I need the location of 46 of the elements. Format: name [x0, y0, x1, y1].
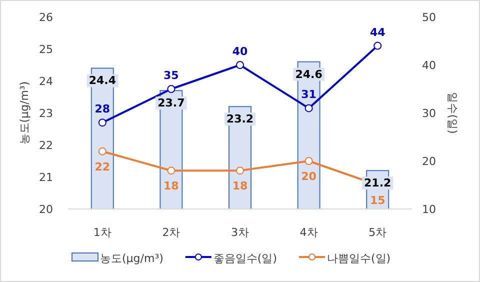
y-tick-label: 22 [39, 139, 53, 152]
point [167, 166, 176, 175]
x-tick-label: 5차 [368, 226, 387, 239]
y2-axis-title: 일수(일) [446, 92, 459, 134]
data-label: 20 [301, 170, 317, 183]
point [304, 157, 313, 165]
y2-tick-label: 40 [422, 59, 436, 72]
legend-label: 좋음일수(일) [213, 252, 277, 265]
y-tick-label: 26 [39, 11, 53, 24]
data-label: 23.7 [158, 96, 185, 110]
x-tick-label: 2차 [162, 226, 180, 239]
y-axis-title: 농도(μg/m³) [18, 81, 31, 145]
x-tick-label: 4차 [300, 226, 318, 239]
x-tick-label: 1차 [93, 226, 112, 239]
data-label: 22 [94, 160, 110, 174]
data-label: 35 [164, 69, 179, 82]
data-label: 28 [94, 102, 110, 116]
y2-tick-label: 50 [422, 11, 436, 24]
data-label: 31 [301, 88, 316, 102]
point [98, 147, 106, 156]
x-tick-label: 3차 [231, 226, 249, 239]
point [374, 42, 382, 50]
point [236, 166, 244, 175]
data-label: 18 [232, 180, 248, 193]
y-tick-label: 25 [39, 43, 53, 56]
data-label: 23.2 [226, 112, 254, 126]
legend-label: 농도(μg/m³) [100, 252, 164, 265]
y2-tick-label: 30 [422, 107, 436, 120]
point [236, 61, 244, 69]
y-tick-label: 20 [39, 203, 53, 216]
y-tick-label: 23 [39, 107, 53, 120]
data-label: 24.6 [295, 68, 323, 81]
data-label: 18 [164, 180, 179, 193]
data-label: 15 [370, 194, 386, 207]
legend-label: 나쁨일수(일) [327, 252, 391, 265]
y-tick-label: 24 [39, 75, 53, 88]
point [304, 104, 313, 112]
point [167, 85, 176, 93]
data-label: 40 [232, 45, 248, 58]
y2-tick-label: 10 [422, 203, 436, 216]
data-label: 24.4 [88, 74, 116, 88]
y-tick-label: 21 [39, 171, 53, 184]
data-label: 44 [370, 26, 386, 39]
data-label: 21.2 [364, 176, 392, 190]
y2-tick-label: 20 [422, 155, 436, 168]
point [98, 118, 106, 127]
